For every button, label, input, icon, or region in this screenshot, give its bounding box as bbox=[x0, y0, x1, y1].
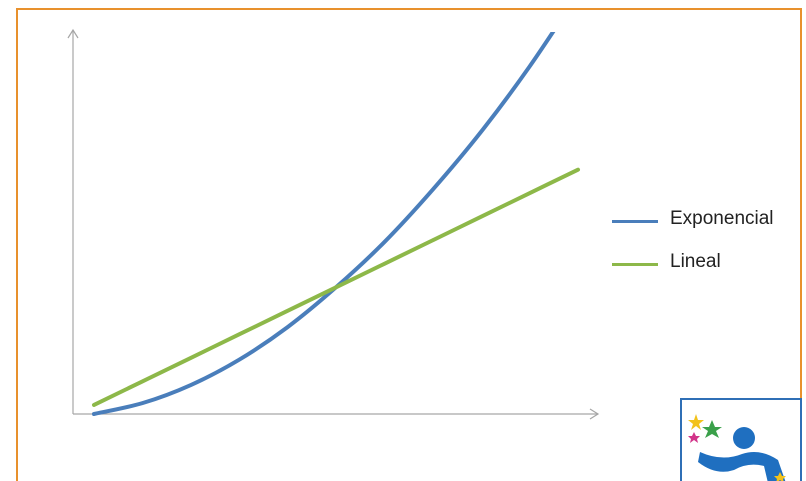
legend-swatch-lineal bbox=[612, 263, 658, 266]
x-axis-arrow bbox=[589, 408, 600, 420]
legend-swatch-exponencial bbox=[612, 220, 658, 223]
logo-graphic bbox=[688, 414, 786, 481]
legend-label-exponencial: Exponencial bbox=[670, 208, 774, 229]
series-line-lineal bbox=[92, 167, 580, 407]
chart-axes bbox=[67, 28, 600, 420]
y-axis-arrow bbox=[67, 28, 79, 39]
stars-person-logo-icon bbox=[680, 398, 802, 481]
series-line-exponencial bbox=[92, 32, 556, 416]
series-layer bbox=[92, 32, 580, 416]
legend-label-lineal: Lineal bbox=[670, 251, 721, 272]
